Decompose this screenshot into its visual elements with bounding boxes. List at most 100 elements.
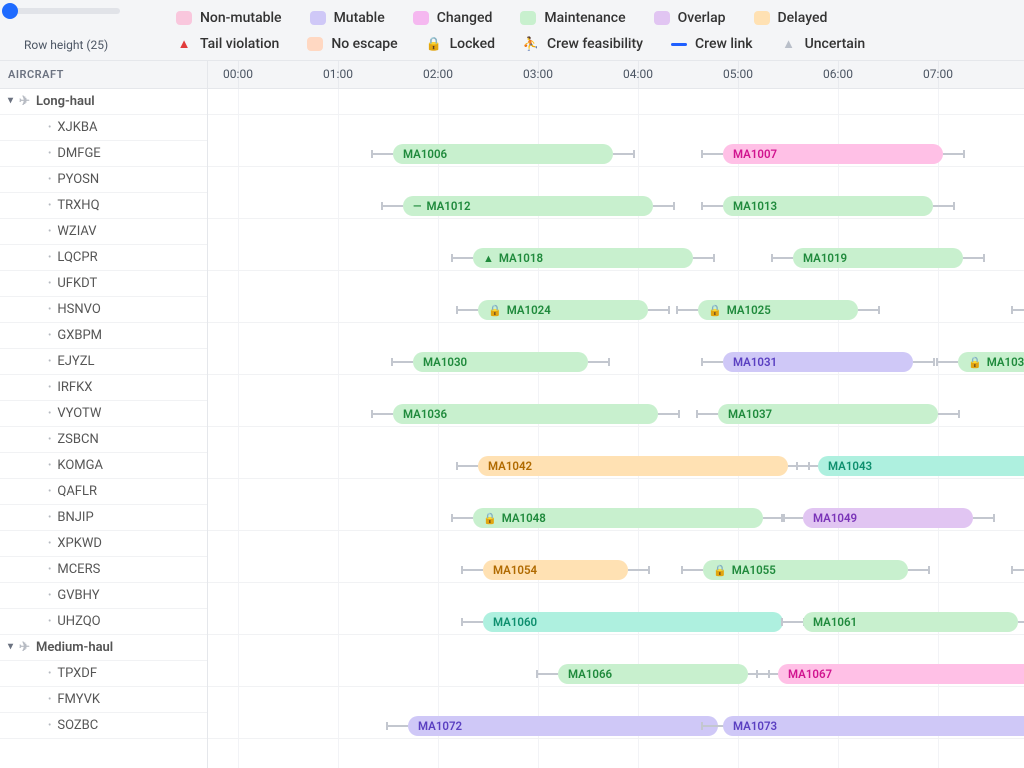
gantt-bar[interactable]: MA1054: [483, 560, 628, 580]
gantt-bar[interactable]: MA1013: [723, 196, 933, 216]
aircraft-row[interactable]: •ZSBCN: [0, 427, 207, 453]
gantt-bar[interactable]: MA1036: [393, 404, 658, 424]
bar-label: MA1031: [733, 355, 777, 369]
aircraft-row[interactable]: •SOZBC: [0, 713, 207, 739]
gantt-bar[interactable]: —MA1012: [403, 196, 653, 216]
aircraft-row[interactable]: •LQCPR: [0, 245, 207, 271]
rowheight-slider[interactable]: [10, 8, 170, 14]
bar-label: MA1019: [803, 251, 847, 265]
gantt-bar[interactable]: MA1030: [413, 352, 588, 372]
bar-label: MA1037: [728, 407, 772, 421]
caret-down-icon[interactable]: ▾: [8, 641, 13, 652]
bar-status-icon: 🔒: [968, 357, 982, 368]
aircraft-row[interactable]: •MCERS: [0, 557, 207, 583]
aircraft-group[interactable]: ▾✈Long-haul: [0, 89, 207, 115]
bullet-icon: •: [48, 174, 51, 185]
aircraft-row[interactable]: •GVBHY: [0, 583, 207, 609]
gantt-bar[interactable]: MA1037: [718, 404, 938, 424]
bar-label: MA1042: [488, 459, 532, 473]
aircraft-row[interactable]: • PYOSN: [0, 167, 207, 193]
rowheight-label: Row height (25): [24, 38, 170, 52]
bullet-icon: •: [48, 148, 51, 159]
row-label: BNJIP: [57, 510, 93, 525]
aircraft-row[interactable]: • BNJIP: [0, 505, 207, 531]
gantt-bar[interactable]: 🔒MA1032: [958, 352, 1024, 372]
gantt-bar[interactable]: MA1007: [723, 144, 943, 164]
bullet-icon: •: [48, 330, 51, 341]
legend-item: ▲Uncertain: [781, 36, 866, 52]
aircraft-row[interactable]: •WZIAV: [0, 219, 207, 245]
aircraft-row[interactable]: •XJKBA: [0, 115, 207, 141]
legend-item: Overlap: [654, 10, 726, 26]
aircraft-row[interactable]: •VYOTW: [0, 401, 207, 427]
aircraft-row[interactable]: • TPXDF: [0, 661, 207, 687]
gantt-bar[interactable]: 🔒MA1055: [703, 560, 908, 580]
gantt-bar[interactable]: MA1066: [558, 664, 748, 684]
aircraft-row[interactable]: •FMYVK: [0, 687, 207, 713]
gantt-bar[interactable]: 🔒MA1048: [473, 508, 763, 528]
gantt-bar[interactable]: MA1073: [723, 716, 1024, 736]
gantt-bar[interactable]: MA1031: [723, 352, 913, 372]
aircraft-row[interactable]: •UFKDT: [0, 271, 207, 297]
aircraft-row[interactable]: •UHZQO: [0, 609, 207, 635]
bar-status-icon: 🔒: [488, 305, 502, 316]
row-label: SOZBC: [57, 718, 98, 733]
bullet-icon: •: [48, 668, 51, 679]
bar-status-icon: ▲: [483, 253, 494, 264]
aircraft-row[interactable]: •QAFLR: [0, 479, 207, 505]
aircraft-row[interactable]: •DMFGE: [0, 141, 207, 167]
timeline-column[interactable]: MA1006MA1007—MA1012MA1013▲MA1018MA1019🔒M…: [208, 89, 1024, 768]
aircraft-row[interactable]: •GXBPM: [0, 323, 207, 349]
aircraft-group[interactable]: ▾✈Medium-haul: [0, 635, 207, 661]
gantt-bar[interactable]: MA1042: [478, 456, 788, 476]
bar-label: MA1006: [403, 147, 447, 161]
bar-label: MA1024: [507, 303, 551, 317]
bullet-icon: •: [48, 460, 51, 471]
bar-status-icon: 🔒: [708, 305, 722, 316]
gantt-bar[interactable]: MA1049: [803, 508, 973, 528]
bar-status-icon: 🔒: [483, 513, 497, 524]
time-tick: 05:00: [723, 67, 753, 81]
aircraft-row[interactable]: •EJYZL: [0, 349, 207, 375]
row-label: PYOSN: [57, 172, 99, 187]
plane-icon: ✈: [19, 94, 30, 109]
gantt-bar[interactable]: 🔒 MA1025: [698, 300, 858, 320]
bar-label: MA1007: [733, 147, 777, 161]
row-label: XJKBA: [57, 120, 97, 135]
gantt-bar[interactable]: MA1072: [408, 716, 718, 736]
gantt-bar[interactable]: MA1060: [483, 612, 783, 632]
bullet-icon: •: [48, 486, 51, 497]
gantt-bar[interactable]: MA1067: [778, 664, 1024, 684]
bar-status-icon: 🔒: [713, 565, 727, 576]
bar-label: MA1018: [499, 251, 543, 265]
aircraft-row[interactable]: •TRXHQ: [0, 193, 207, 219]
gantt-bar[interactable]: MA1043: [818, 456, 1024, 476]
bar-label: MA1013: [733, 199, 777, 213]
caret-down-icon[interactable]: ▾: [8, 95, 13, 106]
bullet-icon: •: [48, 408, 51, 419]
bar-label: MA1049: [813, 511, 857, 525]
bar-label: MA1030: [423, 355, 467, 369]
legend-item: ⛹Crew feasibility: [523, 36, 643, 52]
bar-label: MA1025: [727, 303, 771, 317]
aircraft-row[interactable]: • XPKWD: [0, 531, 207, 557]
bullet-icon: •: [48, 382, 51, 393]
row-label: XPKWD: [57, 536, 102, 551]
plane-icon: ✈: [19, 640, 30, 655]
aircraft-row[interactable]: •KOMGA: [0, 453, 207, 479]
bullet-icon: •: [48, 512, 51, 523]
bar-label: MA1043: [828, 459, 872, 473]
gantt-bar[interactable]: MA1006: [393, 144, 613, 164]
gantt-bar[interactable]: 🔒 MA1024: [478, 300, 648, 320]
bullet-icon: •: [48, 538, 51, 549]
gantt-bar[interactable]: MA1019: [793, 248, 963, 268]
row-label: TPXDF: [57, 666, 97, 681]
gantt-bar[interactable]: ▲ MA1018: [473, 248, 693, 268]
aircraft-row[interactable]: •IRFKX: [0, 375, 207, 401]
aircraft-row[interactable]: •HSNVO: [0, 297, 207, 323]
bar-label: MA1036: [403, 407, 447, 421]
legend-item: Maintenance: [520, 10, 625, 26]
time-tick: 01:00: [323, 67, 353, 81]
legend-item: Changed: [413, 10, 493, 26]
gantt-bar[interactable]: MA1061: [803, 612, 1018, 632]
